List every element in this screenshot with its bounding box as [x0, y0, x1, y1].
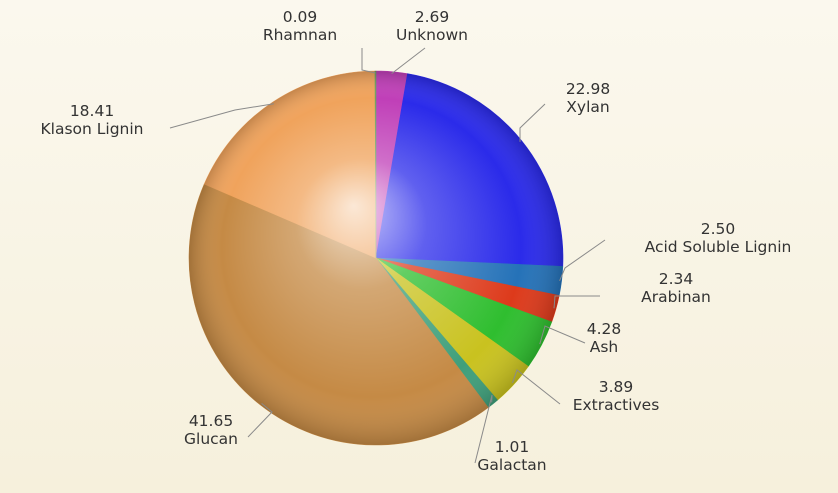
leader-line-arabinan: [553, 295, 600, 309]
leader-line-ash: [539, 325, 586, 345]
leader-lines: [169, 47, 606, 464]
data-label-name-extractives: Extractives: [573, 396, 660, 414]
data-label-name-ash: Ash: [590, 338, 619, 356]
leader-line-galactan: [474, 394, 493, 464]
leader-line-xylan: [519, 103, 546, 142]
pie-slice-xylan: [375, 73, 564, 267]
data-label-value-xylan: 22.98: [566, 80, 610, 98]
data-label-value-klason-lignin: 18.41: [70, 102, 114, 120]
data-label-name-klason-lignin: Klason Lignin: [40, 120, 143, 138]
leader-line-acid-soluble-lignin: [559, 239, 606, 281]
data-label-name-unknown: Unknown: [396, 26, 468, 44]
data-label-value-galactan: 1.01: [495, 438, 530, 456]
data-label-value-acid-soluble-lignin: 2.50: [701, 220, 736, 238]
data-label-value-extractives: 3.89: [599, 378, 634, 396]
data-label-name-arabinan: Arabinan: [641, 288, 711, 306]
data-label-name-glucan: Glucan: [184, 430, 238, 448]
data-label-value-rhamnan: 0.09: [283, 8, 318, 26]
data-label-value-glucan: 41.65: [189, 412, 233, 430]
pie-slices: [188, 70, 564, 446]
data-label-value-ash: 4.28: [587, 320, 622, 338]
leader-line-rhamnan: [361, 48, 376, 74]
data-label-value-arabinan: 2.34: [659, 270, 694, 288]
leader-line-extractives: [512, 369, 561, 405]
data-label-name-galactan: Galactan: [477, 456, 546, 474]
leader-line-glucan: [247, 402, 273, 438]
data-label-name-rhamnan: Rhamnan: [263, 26, 337, 44]
data-label-value-unknown: 2.69: [415, 8, 450, 26]
data-label-name-acid-soluble-lignin: Acid Soluble Lignin: [645, 238, 792, 256]
leader-line-unknown: [391, 47, 426, 75]
data-label-name-xylan: Xylan: [566, 98, 609, 116]
leader-line-klason-lignin: [169, 103, 274, 129]
